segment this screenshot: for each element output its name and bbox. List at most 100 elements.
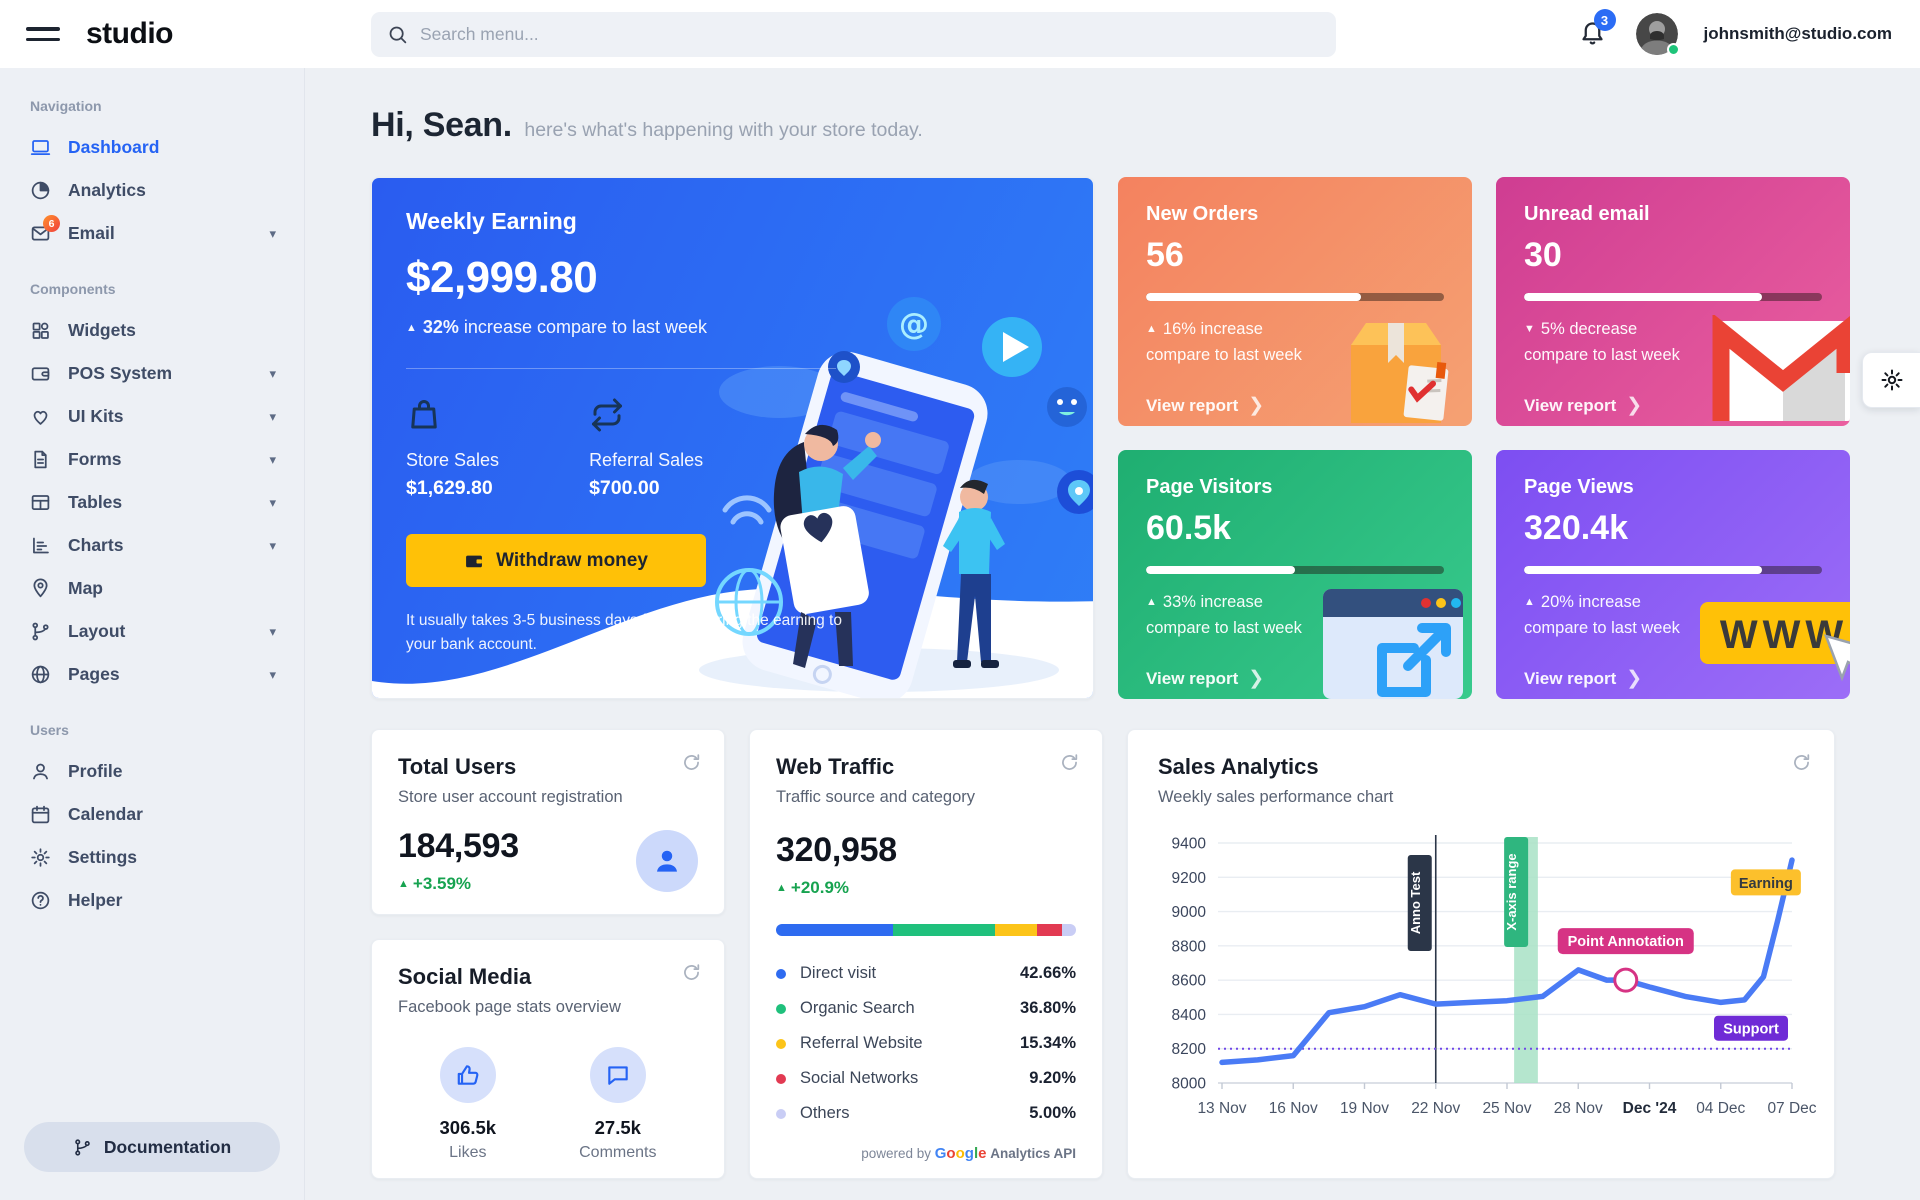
legend-dot: [776, 1108, 786, 1119]
sidebar-item-calendar[interactable]: Calendar: [30, 793, 280, 836]
gear-icon: [30, 847, 51, 868]
svg-text:16 Nov: 16 Nov: [1269, 1100, 1318, 1117]
sidebar-item-email[interactable]: 6 Email ▾: [30, 212, 280, 255]
refresh-icon: [1059, 752, 1080, 773]
sidebar-section-label-components: Components: [30, 281, 116, 297]
stat-cards-grid: New Orders 56 ▲ 16% increase compare to last…: [1118, 177, 1850, 699]
page-visitors-card: Page Visitors 60.5k ▲ 33% increase compare t…: [1118, 450, 1472, 699]
google-logo-text: Google: [934, 1145, 987, 1162]
documentation-label: Documentation: [103, 1136, 232, 1157]
sidebar-item-tables[interactable]: Tables ▾: [30, 481, 280, 524]
sidebar-item-pages[interactable]: Pages ▾: [30, 653, 280, 696]
view-report-link[interactable]: View report ❯: [1146, 667, 1264, 690]
sales-analytics-title: Sales Analytics: [1158, 754, 1319, 779]
branch-icon: [30, 621, 51, 642]
traffic-legend-row-direct-visit: Direct visit 42.66%: [776, 956, 1076, 991]
svg-text:9200: 9200: [1172, 870, 1207, 887]
legend-percentage: 5.00%: [1029, 1104, 1076, 1122]
stat-delta: ▼ 5% decrease compare to last week: [1524, 317, 1822, 368]
chart-icon: [30, 535, 51, 556]
sidebar-item-analytics[interactable]: Analytics: [30, 169, 280, 212]
web-traffic-card: Web Traffic Traffic source and category …: [749, 729, 1103, 1179]
legend-label: Referral Website: [800, 1034, 923, 1052]
traffic-legend-row-referral-website: Referral Website 15.34%: [776, 1026, 1076, 1061]
avatar-image: [1635, 13, 1678, 55]
traffic-stacked-bar: [776, 924, 1076, 936]
sidebar-item-profile[interactable]: Profile: [30, 750, 280, 793]
sidebar-item-label: POS System: [68, 363, 173, 383]
web-traffic-subtitle: Traffic source and category: [776, 788, 976, 806]
chevron-down-icon: ▾: [269, 225, 276, 241]
withdraw-money-button[interactable]: Withdraw money: [406, 534, 706, 587]
comments-stat: 27.5k Comments: [579, 1047, 656, 1162]
social-stat-label: Comments: [579, 1144, 657, 1161]
main-content: Hi, Sean. here's what's happening with y…: [305, 68, 1920, 1179]
svg-text:8200: 8200: [1172, 1041, 1207, 1058]
unread-email-card: Unread email 30 ▼ 5% decrease compare to las…: [1496, 177, 1850, 426]
stat-delta: ▲ 16% increase compare to last week: [1146, 317, 1444, 368]
sidebar-item-label: Charts: [68, 535, 124, 555]
sidebar-item-widgets[interactable]: Widgets: [30, 309, 280, 352]
sidebar-item-ui-kits[interactable]: UI Kits ▾: [30, 395, 280, 438]
refresh-button[interactable]: [681, 752, 702, 776]
sidebar-item-settings[interactable]: Settings: [30, 836, 280, 879]
traffic-bar-segment-others: [1062, 924, 1076, 936]
documentation-button[interactable]: Documentation: [24, 1122, 280, 1172]
repeat-icon: [589, 397, 625, 433]
mail-icon: 6: [30, 215, 60, 244]
refresh-button[interactable]: [1791, 752, 1812, 776]
topbar: studio 3 johnsmith@studio.com: [0, 0, 1920, 68]
social-stats: 306.5k Likes 27.5k Comments: [398, 1047, 698, 1162]
legend-label: Social Networks: [800, 1069, 919, 1087]
stat-progress-bar: [1146, 293, 1444, 301]
svg-text:X-axis range: X-axis range: [1504, 853, 1519, 930]
svg-text:Anno Test: Anno Test: [1408, 871, 1423, 934]
svg-text:19 Nov: 19 Nov: [1340, 1100, 1389, 1117]
stat-card-value: 60.5k: [1146, 509, 1232, 547]
total-users-delta: ▲ +3.59%: [398, 874, 472, 893]
search-input[interactable]: [420, 23, 1320, 45]
sidebar-item-label: Pages: [68, 664, 120, 684]
menu-toggle-button[interactable]: [26, 21, 64, 47]
svg-text:9000: 9000: [1172, 904, 1207, 921]
view-report-label: View report: [1524, 668, 1617, 688]
sidebar-item-helper[interactable]: Helper: [30, 879, 280, 922]
search-icon: [387, 24, 408, 45]
weekly-earning-card: @: [371, 177, 1094, 699]
user-email: johnsmith@studio.com: [1703, 24, 1892, 43]
chevron-down-icon: ▾: [269, 666, 276, 682]
refresh-icon: [1791, 752, 1812, 773]
globe-icon: [30, 664, 51, 685]
question-icon: [30, 890, 51, 911]
online-status-dot: [1666, 43, 1680, 56]
avatar[interactable]: [1635, 13, 1680, 56]
refresh-button[interactable]: [1059, 752, 1080, 776]
stat-delta-line2: compare to last week: [1524, 618, 1680, 637]
referral-sales-block: Referral Sales $700.00: [589, 397, 703, 500]
view-report-link[interactable]: View report ❯: [1146, 394, 1264, 417]
sidebar-item-dashboard[interactable]: Dashboard: [30, 126, 280, 169]
refresh-button[interactable]: [681, 962, 702, 986]
web-traffic-delta: ▲ +20.9%: [776, 878, 850, 897]
sidebar-item-charts[interactable]: Charts ▾: [30, 524, 280, 567]
weekly-earning-title: Weekly Earning: [406, 208, 577, 234]
theme-settings-button[interactable]: [1862, 352, 1920, 408]
stat-card-value: 56: [1146, 236, 1184, 274]
notifications-button[interactable]: 3: [1576, 9, 1616, 51]
sidebar-section-label-users: Users: [30, 722, 69, 738]
sidebar-item-map[interactable]: Map: [30, 567, 280, 610]
view-report-link[interactable]: View report ❯: [1524, 394, 1642, 417]
sidebar-item-pos-system[interactable]: POS System ▾: [30, 352, 280, 395]
chevron-down-icon: ▾: [269, 408, 276, 424]
stat-delta-line2: compare to last week: [1146, 345, 1302, 364]
view-report-link[interactable]: View report ❯: [1524, 667, 1642, 690]
chevron-down-icon: ▾: [269, 623, 276, 639]
wallet-icon: [30, 363, 51, 384]
legend-percentage: 36.80%: [1020, 999, 1076, 1017]
traffic-bar-segment-social-networks: [1036, 924, 1063, 936]
view-report-label: View report: [1146, 395, 1239, 415]
widgets-icon: [30, 320, 51, 341]
sidebar-item-forms[interactable]: Forms ▾: [30, 438, 280, 481]
stat-delta: ▲ 20% increase compare to last week: [1524, 590, 1822, 641]
sidebar-item-layout[interactable]: Layout ▾: [30, 610, 280, 653]
